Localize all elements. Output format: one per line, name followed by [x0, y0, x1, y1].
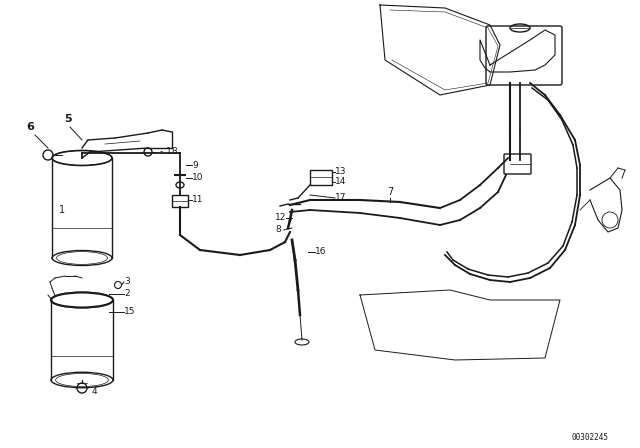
- Text: 13: 13: [335, 168, 346, 177]
- Text: - 18: - 18: [160, 147, 178, 156]
- Text: 6: 6: [26, 122, 34, 132]
- Text: 17: 17: [335, 194, 346, 202]
- Text: 5: 5: [64, 114, 72, 124]
- Text: 12: 12: [275, 214, 286, 223]
- Text: 8: 8: [275, 225, 281, 234]
- Bar: [310, 170, 332, 185]
- Text: 00302245: 00302245: [571, 433, 608, 442]
- Text: 1: 1: [59, 205, 65, 215]
- Text: 9: 9: [192, 160, 198, 169]
- Text: 3: 3: [124, 277, 130, 287]
- Text: 16: 16: [315, 247, 326, 257]
- Bar: [172, 195, 188, 207]
- Text: 7: 7: [387, 187, 393, 197]
- Text: 2: 2: [124, 289, 130, 298]
- Text: 11: 11: [192, 195, 204, 204]
- Text: 10: 10: [192, 173, 204, 182]
- Text: 15: 15: [124, 307, 136, 316]
- Text: 4: 4: [92, 388, 98, 396]
- Text: 14: 14: [335, 177, 346, 186]
